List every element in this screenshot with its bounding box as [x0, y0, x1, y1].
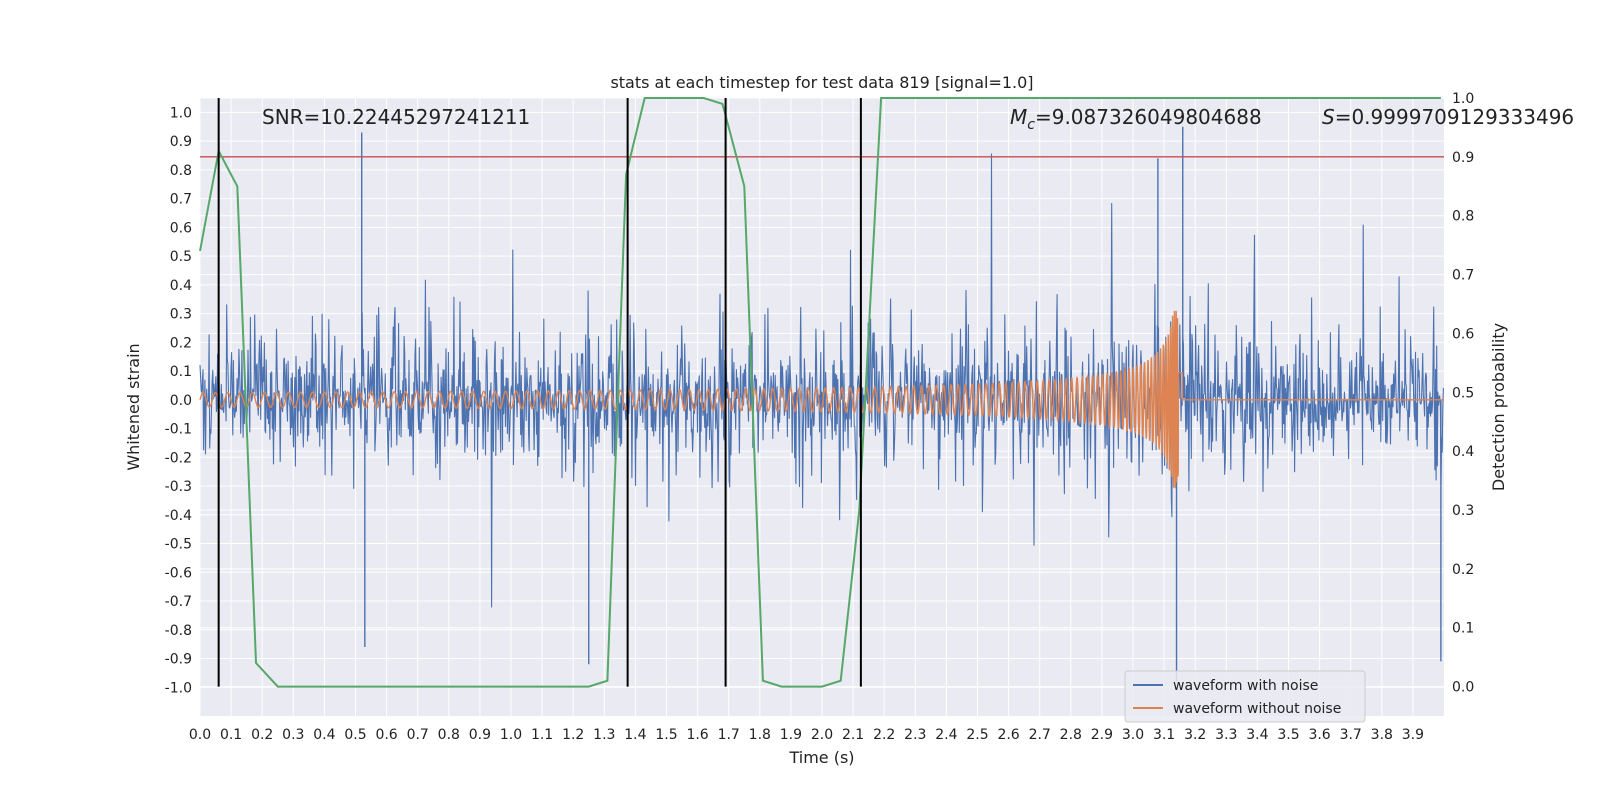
x-tick-label: 0.0 [189, 727, 211, 743]
y-tick-label: -0.2 [165, 450, 192, 466]
y-tick-label: 0.2 [170, 335, 192, 351]
x-tick-label: 0.3 [282, 727, 304, 743]
y-tick-label: 0.6 [170, 220, 192, 236]
chirp-mass-annotation: Mc=9.087326049804688 [1010, 105, 1262, 133]
x-tick-label: 0.9 [469, 727, 491, 743]
x-tick-label: 3.9 [1402, 727, 1424, 743]
y-tick-label: -0.9 [165, 652, 192, 668]
y2-tick-label: 1.0 [1452, 91, 1474, 107]
x-tick-label: 3.4 [1246, 727, 1268, 743]
chart-title: stats at each timestep for test data 819… [610, 73, 1033, 92]
x-tick-label: 2.0 [811, 727, 833, 743]
x-tick-label: 3.1 [1153, 727, 1175, 743]
detection-probability-line [199, 97, 1441, 688]
x-tick-label: 2.8 [1060, 727, 1082, 743]
x-tick-label: 3.7 [1340, 727, 1362, 743]
x-tick-label: 1.9 [780, 727, 802, 743]
chirp-mass-symbol: M [1010, 105, 1027, 129]
y2-tick-label: 0.9 [1452, 150, 1474, 166]
x-axis-label: Time (s) [788, 748, 854, 767]
x-tick-label: 0.8 [438, 727, 460, 743]
s-annotation: S=0.9999709129333496 [1322, 105, 1574, 129]
y-tick-label: -0.7 [165, 594, 192, 610]
x-tick-label: 1.4 [624, 727, 646, 743]
x-tick-label: 3.6 [1308, 727, 1330, 743]
y2-tick-labels: 1.0 0.9 0.8 0.7 0.6 0.5 0.4 0.3 0.2 0.1 0.0 [1452, 91, 1474, 696]
x-tick-label: 0.6 [375, 727, 397, 743]
x-tick-labels: 0.0 0.1 0.2 0.3 0.4 0.5 0.6 0.7 0.8 0.9 1.0 1.1 1.2 1… [189, 727, 1424, 743]
legend-label-clean: waveform without noise [1173, 701, 1341, 717]
y-tick-label: 0.9 [170, 134, 192, 150]
x-tick-label: 1.7 [718, 727, 740, 743]
x-tick-label: 2.5 [966, 727, 988, 743]
x-tick-label: 1.2 [562, 727, 584, 743]
x-tick-label: 0.7 [407, 727, 429, 743]
y2-tick-label: 0.8 [1452, 209, 1474, 225]
x-tick-label: 3.0 [1122, 727, 1144, 743]
y-tick-label: 0.4 [170, 278, 192, 294]
y-tick-label: -0.4 [165, 508, 192, 524]
x-tick-label: 0.4 [313, 727, 335, 743]
x-tick-label: 2.4 [935, 727, 957, 743]
s-symbol: S [1322, 105, 1335, 129]
y-tick-label: 0.8 [170, 163, 192, 179]
y2-tick-label: 0.5 [1452, 385, 1474, 401]
y-tick-label: 0.3 [170, 307, 192, 323]
y-tick-label: -0.6 [165, 565, 192, 581]
y-axis-label: Whitened strain [124, 343, 143, 470]
x-tick-label: 1.8 [749, 727, 771, 743]
y-tick-label: -0.5 [165, 537, 192, 553]
legend-label-noise: waveform with noise [1173, 678, 1318, 694]
chirp-mass-subscript: c [1027, 117, 1035, 133]
y2-tick-label: 0.3 [1452, 503, 1474, 519]
snr-annotation: SNR=10.22445297241211 [262, 105, 530, 129]
x-tick-label: 2.3 [904, 727, 926, 743]
legend: waveform with noise waveform without noi… [1124, 670, 1366, 723]
x-tick-label: 0.5 [344, 727, 366, 743]
legend-box [1124, 670, 1366, 723]
x-tick-label: 3.5 [1277, 727, 1299, 743]
y-tick-label: 0.0 [170, 393, 192, 409]
x-tick-label: 1.1 [531, 727, 553, 743]
y2-tick-label: 0.2 [1452, 562, 1474, 578]
x-tick-label: 1.5 [655, 727, 677, 743]
y2-tick-label: 0.6 [1452, 326, 1474, 342]
x-tick-label: 2.2 [873, 727, 895, 743]
y2-tick-label: 0.7 [1452, 268, 1474, 284]
series-layer [199, 97, 1444, 688]
x-tick-label: 2.7 [1029, 727, 1051, 743]
x-tick-label: 1.6 [686, 727, 708, 743]
x-tick-label: 3.3 [1215, 727, 1237, 743]
x-tick-label: 2.6 [997, 727, 1019, 743]
x-tick-label: 0.1 [220, 727, 242, 743]
y2-tick-label: 0.4 [1452, 444, 1474, 460]
x-tick-label: 2.9 [1091, 727, 1113, 743]
y-tick-label: 0.1 [170, 364, 192, 380]
y-tick-label: 1.0 [170, 105, 192, 121]
clean-waveform-line [199, 310, 1444, 489]
y2-tick-label: 0.1 [1452, 621, 1474, 637]
y-tick-label: -1.0 [165, 680, 192, 696]
x-tick-label: 2.1 [842, 727, 864, 743]
y-tick-label: 0.5 [170, 249, 192, 265]
y-tick-label: -0.1 [165, 422, 192, 438]
s-value: =0.9999709129333496 [1335, 105, 1574, 129]
x-tick-label: 3.8 [1371, 727, 1393, 743]
y-tick-label: -0.3 [165, 479, 192, 495]
y2-axis-label: Detection probability [1489, 323, 1508, 491]
y-tick-label: -0.8 [165, 623, 192, 639]
chirp-mass-value: =9.087326049804688 [1035, 105, 1262, 129]
y2-tick-label: 0.0 [1452, 680, 1474, 696]
x-tick-label: 3.2 [1184, 727, 1206, 743]
y-tick-labels: 1.0 0.9 0.8 0.7 0.6 0.5 0.4 0.3 0.2 0.1 0.0 -0.1 -0.… [165, 105, 192, 696]
x-tick-label: 1.0 [500, 727, 522, 743]
y-tick-label: 0.7 [170, 192, 192, 208]
x-tick-label: 1.3 [593, 727, 615, 743]
x-tick-label: 0.2 [251, 727, 273, 743]
